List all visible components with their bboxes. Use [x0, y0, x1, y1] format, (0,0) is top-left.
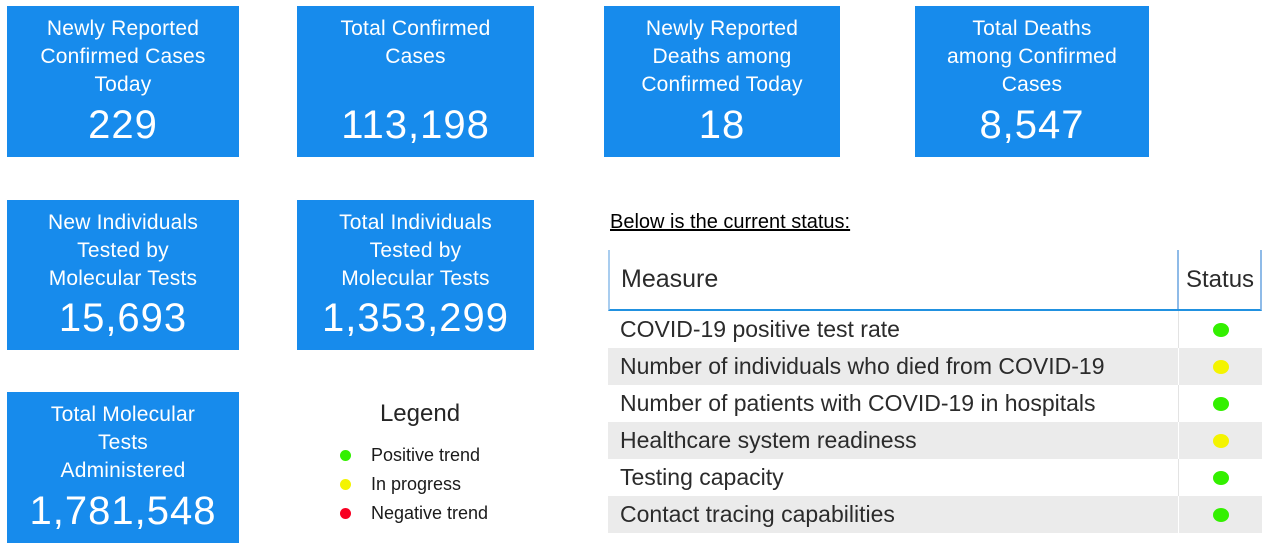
- status-table-caption: Below is the current status:: [610, 211, 851, 233]
- status-cell: [1179, 348, 1262, 385]
- kpi-card-value: 113,198: [341, 103, 490, 147]
- kpi-card-value: 1,781,548: [29, 489, 217, 533]
- status-table: Measure Status COVID-19 positive test ra…: [608, 250, 1262, 533]
- kpi-card-title: Total Individuals Tested by Molecular Te…: [339, 211, 492, 290]
- table-row: Testing capacity: [608, 459, 1262, 496]
- legend-item-label: Negative trend: [371, 503, 489, 523]
- measure-cell: Number of individuals who died from COVI…: [608, 348, 1179, 385]
- table-row: Contact tracing capabilities: [608, 496, 1262, 533]
- status-table-header: Measure Status: [608, 250, 1262, 311]
- kpi-card-value: 229: [88, 103, 158, 147]
- column-header-status: Status: [1177, 250, 1260, 309]
- status-dot-icon: [1212, 359, 1229, 374]
- kpi-card-title: New Individuals Tested by Molecular Test…: [47, 211, 199, 290]
- kpi-card-value: 8,547: [979, 103, 1085, 147]
- status-dot-icon: [1212, 470, 1229, 485]
- measure-cell: Testing capacity: [608, 459, 1179, 496]
- measure-cell: COVID-19 positive test rate: [608, 311, 1179, 348]
- measure-cell: Healthcare system readiness: [608, 422, 1179, 459]
- status-cell: [1179, 385, 1262, 422]
- legend-item-negative-trend: Negative trend: [320, 499, 520, 528]
- status-cell: [1179, 311, 1262, 348]
- green-dot-icon: [340, 450, 351, 461]
- kpi-card-total-molecular-tests: Total Molecular Tests Administered 1,781…: [7, 392, 239, 543]
- legend-item-label: Positive trend: [371, 445, 481, 465]
- legend-title: Legend: [379, 400, 461, 427]
- kpi-card-newly-reported-deaths: Newly Reported Deaths among Confirmed To…: [604, 6, 840, 157]
- kpi-card-title: Total Deaths among Confirmed Cases: [947, 17, 1117, 96]
- table-row: COVID-19 positive test rate: [608, 311, 1262, 348]
- measure-cell: Contact tracing capabilities: [608, 496, 1179, 533]
- kpi-card-title: Total Confirmed Cases: [340, 17, 491, 68]
- kpi-card-title: Newly Reported Deaths among Confirmed To…: [641, 17, 803, 96]
- kpi-card-value: 18: [698, 103, 746, 147]
- status-cell: [1179, 496, 1262, 533]
- kpi-card-title: Total Molecular Tests Administered: [50, 403, 196, 482]
- measure-cell: Number of patients with COVID-19 in hosp…: [608, 385, 1179, 422]
- red-dot-icon: [340, 508, 351, 519]
- kpi-card-value: 1,353,299: [322, 296, 509, 340]
- table-row: Healthcare system readiness: [608, 422, 1262, 459]
- table-row: Number of patients with COVID-19 in hosp…: [608, 385, 1262, 422]
- kpi-card-total-confirmed-cases: Total Confirmed Cases 113,198: [297, 6, 534, 157]
- legend-item-in-progress: In progress: [320, 470, 520, 499]
- legend: Legend Positive trend In progress Negati…: [320, 400, 520, 528]
- status-dot-icon: [1212, 507, 1229, 522]
- legend-item-label: In progress: [371, 474, 462, 494]
- yellow-dot-icon: [340, 479, 351, 490]
- status-dot-icon: [1212, 322, 1229, 337]
- kpi-card-total-individuals-tested: Total Individuals Tested by Molecular Te…: [297, 200, 534, 350]
- kpi-card-value: 15,693: [58, 296, 188, 340]
- status-cell: [1179, 422, 1262, 459]
- kpi-card-new-individuals-tested: New Individuals Tested by Molecular Test…: [7, 200, 239, 350]
- status-cell: [1179, 459, 1262, 496]
- kpi-card-title: Newly Reported Confirmed Cases Today: [40, 17, 206, 96]
- legend-item-positive-trend: Positive trend: [320, 441, 520, 470]
- table-row: Number of individuals who died from COVI…: [608, 348, 1262, 385]
- kpi-card-total-deaths: Total Deaths among Confirmed Cases 8,547: [915, 6, 1149, 157]
- status-dot-icon: [1212, 433, 1229, 448]
- column-header-measure: Measure: [621, 265, 719, 293]
- status-dot-icon: [1212, 396, 1229, 411]
- kpi-card-newly-reported-confirmed-cases: Newly Reported Confirmed Cases Today 229: [7, 6, 239, 157]
